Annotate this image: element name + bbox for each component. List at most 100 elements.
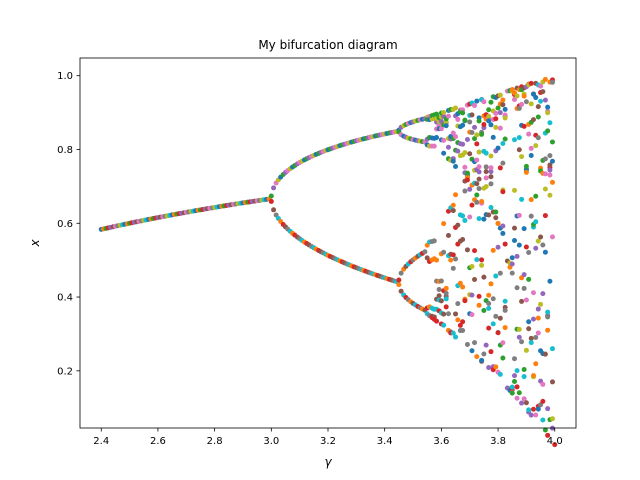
data-point (523, 297, 529, 303)
data-point (479, 262, 485, 268)
data-point (528, 80, 534, 86)
data-point (535, 104, 541, 110)
data-point (441, 109, 447, 115)
data-point (474, 132, 480, 138)
data-point (434, 257, 440, 263)
data-point (441, 137, 447, 143)
data-point (472, 248, 478, 254)
x-axis-ticks: 2.4 2.6 2.8 3.0 3.2 3.4 3.6 3.8 4.0 (93, 428, 563, 447)
data-point (469, 202, 475, 208)
data-point (497, 165, 503, 171)
data-point (519, 154, 525, 160)
data-point (467, 151, 473, 157)
data-point (268, 198, 274, 204)
data-point (549, 416, 555, 422)
data-point (460, 213, 466, 219)
data-point (545, 327, 551, 333)
data-point (460, 110, 466, 116)
data-point (486, 113, 492, 119)
data-point (474, 157, 480, 163)
data-point (464, 342, 470, 347)
data-point (488, 205, 494, 211)
data-point (519, 196, 525, 202)
data-point (533, 143, 539, 149)
data-point (542, 351, 548, 357)
data-point (500, 97, 506, 103)
data-point (476, 293, 482, 299)
data-point (535, 135, 541, 141)
data-point (441, 150, 447, 156)
data-point (523, 244, 529, 250)
data-point (512, 356, 517, 362)
data-point (488, 174, 494, 180)
data-point (453, 311, 459, 317)
data-point (474, 141, 480, 147)
data-point (457, 322, 463, 328)
data-point (443, 296, 449, 302)
data-point (528, 412, 534, 418)
data-point (533, 245, 539, 251)
data-point (502, 307, 508, 313)
data-point (445, 232, 451, 238)
data-point (467, 214, 473, 220)
data-point (521, 93, 527, 99)
data-point (528, 197, 534, 203)
data-point (271, 207, 277, 213)
data-point (422, 249, 428, 255)
data-point (502, 325, 508, 331)
data-point (453, 334, 459, 340)
x-tick-label: 3.4 (377, 436, 393, 447)
data-point (486, 292, 492, 298)
data-point (528, 101, 534, 107)
data-point (476, 164, 482, 170)
data-point (453, 134, 459, 140)
data-point (547, 167, 553, 173)
data-point (474, 354, 480, 360)
data-point (474, 192, 480, 198)
data-point (514, 368, 520, 374)
x-tick-label: 3.6 (433, 436, 449, 447)
data-point (533, 412, 539, 418)
data-point (443, 123, 449, 129)
data-point (512, 137, 517, 143)
data-point (497, 92, 503, 98)
data-point (483, 175, 489, 181)
data-point (509, 255, 515, 261)
data-point (516, 242, 522, 248)
data-point (497, 371, 503, 377)
data-point (521, 285, 527, 291)
data-point (497, 270, 503, 276)
data-point (488, 349, 494, 355)
data-point (476, 118, 482, 124)
data-point (455, 317, 461, 323)
data-point (526, 250, 532, 256)
data-point (535, 114, 541, 120)
data-point (398, 270, 404, 276)
data-point (450, 265, 456, 271)
data-point (434, 111, 440, 117)
data-point (493, 364, 499, 370)
data-point (479, 199, 485, 204)
data-point (549, 179, 555, 185)
data-point (445, 144, 451, 150)
data-point (535, 315, 541, 321)
data-point (547, 162, 553, 168)
y-tick-label: 0.2 (57, 366, 73, 377)
data-point (523, 163, 529, 169)
data-point (448, 257, 454, 263)
data-point (521, 272, 527, 278)
y-axis-label: x (28, 239, 42, 248)
data-point (493, 209, 499, 215)
data-point (453, 192, 459, 198)
data-point (396, 277, 402, 283)
data-point (493, 124, 499, 130)
data-point (533, 219, 539, 225)
data-point (549, 158, 555, 164)
data-point (528, 340, 534, 346)
data-point (502, 115, 508, 121)
data-point (398, 288, 404, 294)
data-point (457, 280, 463, 286)
data-point (533, 361, 539, 367)
data-point (542, 186, 548, 192)
data-point (535, 406, 541, 412)
